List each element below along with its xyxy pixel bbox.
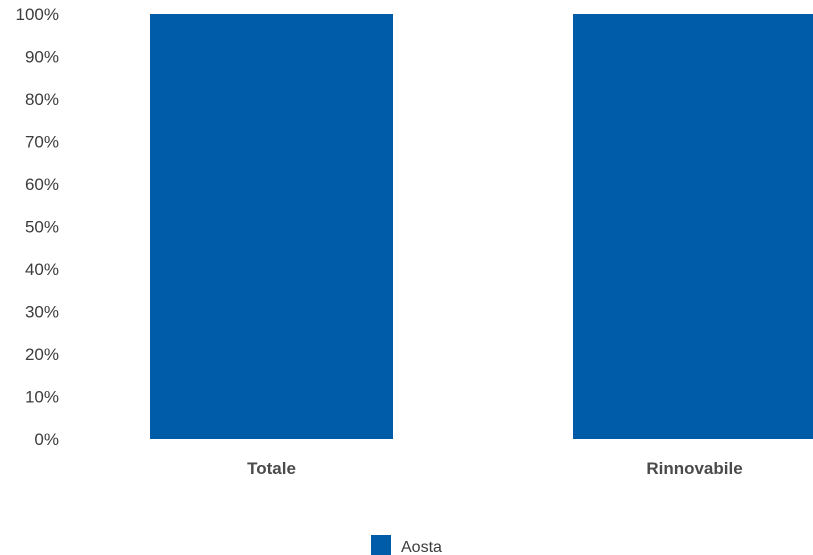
y-tick-label: 10%	[25, 388, 59, 407]
legend-label: Aosta	[401, 539, 442, 555]
legend: Aosta	[371, 535, 442, 555]
legend-swatch	[371, 535, 391, 555]
bar-rinnovabile-aosta	[573, 14, 813, 439]
y-tick-label: 100%	[16, 5, 59, 24]
x-axis: Totale Rinnovabile	[247, 459, 743, 478]
y-tick-label: 50%	[25, 218, 59, 237]
y-axis: 0% 10% 20% 30% 40% 50% 60% 70% 80% 90% 100%	[16, 5, 59, 449]
x-tick-label: Rinnovabile	[646, 459, 742, 478]
y-tick-label: 80%	[25, 90, 59, 109]
y-tick-label: 30%	[25, 303, 59, 322]
x-tick-label: Totale	[247, 459, 296, 478]
bars	[150, 14, 813, 439]
y-tick-label: 70%	[25, 133, 59, 152]
y-tick-label: 40%	[25, 260, 59, 279]
bar-totale-aosta	[150, 14, 393, 439]
y-tick-label: 60%	[25, 175, 59, 194]
y-tick-label: 90%	[25, 48, 59, 67]
y-tick-label: 20%	[25, 345, 59, 364]
y-tick-label: 0%	[34, 430, 59, 449]
